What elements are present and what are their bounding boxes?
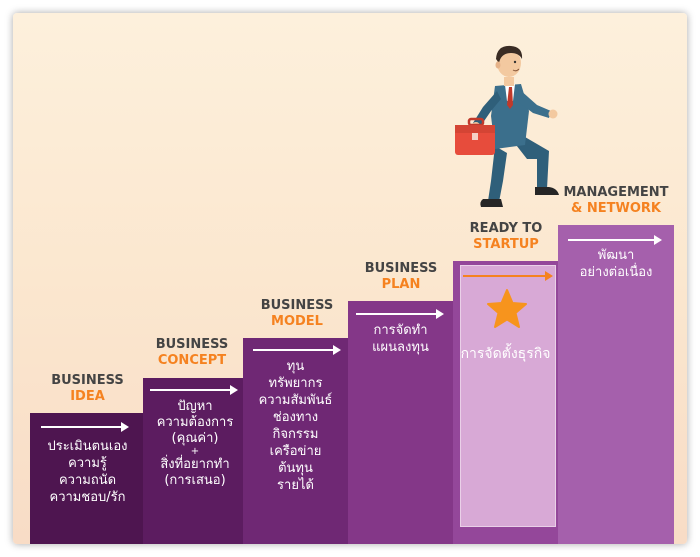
text-line: +	[190, 446, 200, 457]
step-business-idea	[30, 413, 145, 544]
text-line: ต้นทุน	[278, 461, 313, 476]
briefcase-icon	[455, 117, 495, 155]
text-business-idea: ประเมินตนเอง ความรู้ ความถนัด ความชอบ/รั…	[30, 438, 145, 506]
businessman-illustration	[455, 45, 559, 207]
text-business-plan: การจัดทำ แผนลงทุน	[348, 322, 453, 356]
caption-line1: BUSINESS	[51, 373, 124, 388]
arrow-step-6	[568, 235, 662, 245]
caption-line2: & NETWORK	[571, 201, 661, 216]
text-line: พัฒนา	[597, 248, 635, 263]
text-line: สิ่งที่อยากทำ	[160, 457, 230, 472]
caption-line2: MODEL	[271, 314, 323, 329]
text-line: ความรู้	[68, 456, 107, 471]
arrow-step-2	[150, 385, 238, 395]
text-line: (การเสนอ)	[164, 473, 226, 488]
text-line: (คุณค่า)	[171, 431, 219, 446]
star-icon	[487, 289, 527, 328]
caption-line1: MANAGEMENT	[563, 185, 669, 200]
caption-line2: STARTUP	[473, 237, 539, 252]
text-line: เครือข่าย	[269, 444, 322, 459]
caption-business-model: BUSINESS MODEL	[245, 298, 349, 330]
caption-line1: READY TO	[469, 221, 543, 236]
caption-line2: IDEA	[70, 389, 105, 404]
text-line: ช่องทาง	[272, 410, 319, 425]
text-line: ปัญหา	[177, 399, 213, 414]
arrow-step-4	[356, 309, 444, 319]
caption-line2: PLAN	[381, 277, 421, 292]
caption-business-concept: BUSINESS CONCEPT	[140, 337, 244, 369]
caption-line1: BUSINESS	[260, 298, 334, 313]
text-line: อย่างต่อเนื่อง	[579, 265, 653, 280]
text-line: กิจกรรม	[272, 427, 319, 442]
caption-ready-to-startup: READY TO STARTUP	[454, 221, 558, 253]
text-line: ประเมินตนเอง	[47, 439, 128, 454]
arrow-step-1	[41, 422, 129, 432]
step-management-network	[558, 225, 674, 544]
text-business-concept: ปัญหา ความต้องการ (คุณค่า) + สิ่งที่อยาก…	[143, 399, 247, 489]
arrow-step-3	[253, 345, 341, 355]
caption-line2: CONCEPT	[157, 353, 227, 368]
text-line: ความสัมพันธ์	[258, 393, 333, 408]
text-management-network: พัฒนา อย่างต่อเนื่อง	[558, 247, 674, 281]
caption-line1: BUSINESS	[155, 337, 229, 352]
text-line: การจัดทำ	[373, 323, 428, 338]
step-business-model	[243, 338, 348, 544]
text-ready-to-startup: การจัดตั้งธุรกิจ	[453, 346, 558, 363]
caption-business-idea: BUSINESS IDEA	[30, 373, 145, 405]
caption-management-network: MANAGEMENT & NETWORK	[558, 185, 674, 217]
arrow-step-5	[463, 271, 553, 281]
text-line: ความถนัด	[58, 473, 117, 488]
text-line: แผนลงทุน	[372, 340, 429, 355]
step-business-plan	[348, 301, 453, 544]
step-business-concept	[143, 378, 247, 544]
text-line: ความชอบ/รัก	[49, 490, 126, 505]
text-line: การจัดตั้งธุรกิจ	[460, 346, 551, 362]
caption-business-plan: BUSINESS PLAN	[349, 261, 453, 293]
text-business-model: ทุน ทรัพยากร ความสัมพันธ์ ช่องทาง กิจกรร…	[243, 358, 348, 494]
text-line: รายได้	[277, 478, 314, 493]
text-line: ความต้องการ	[156, 415, 234, 430]
caption-line1: BUSINESS	[364, 261, 438, 276]
text-line: ทรัพยากร	[268, 376, 323, 391]
text-line: ทุน	[286, 359, 305, 374]
diagram-background: BUSINESS IDEA BUSINESS CONCEPT BUSINESS …	[13, 13, 687, 544]
